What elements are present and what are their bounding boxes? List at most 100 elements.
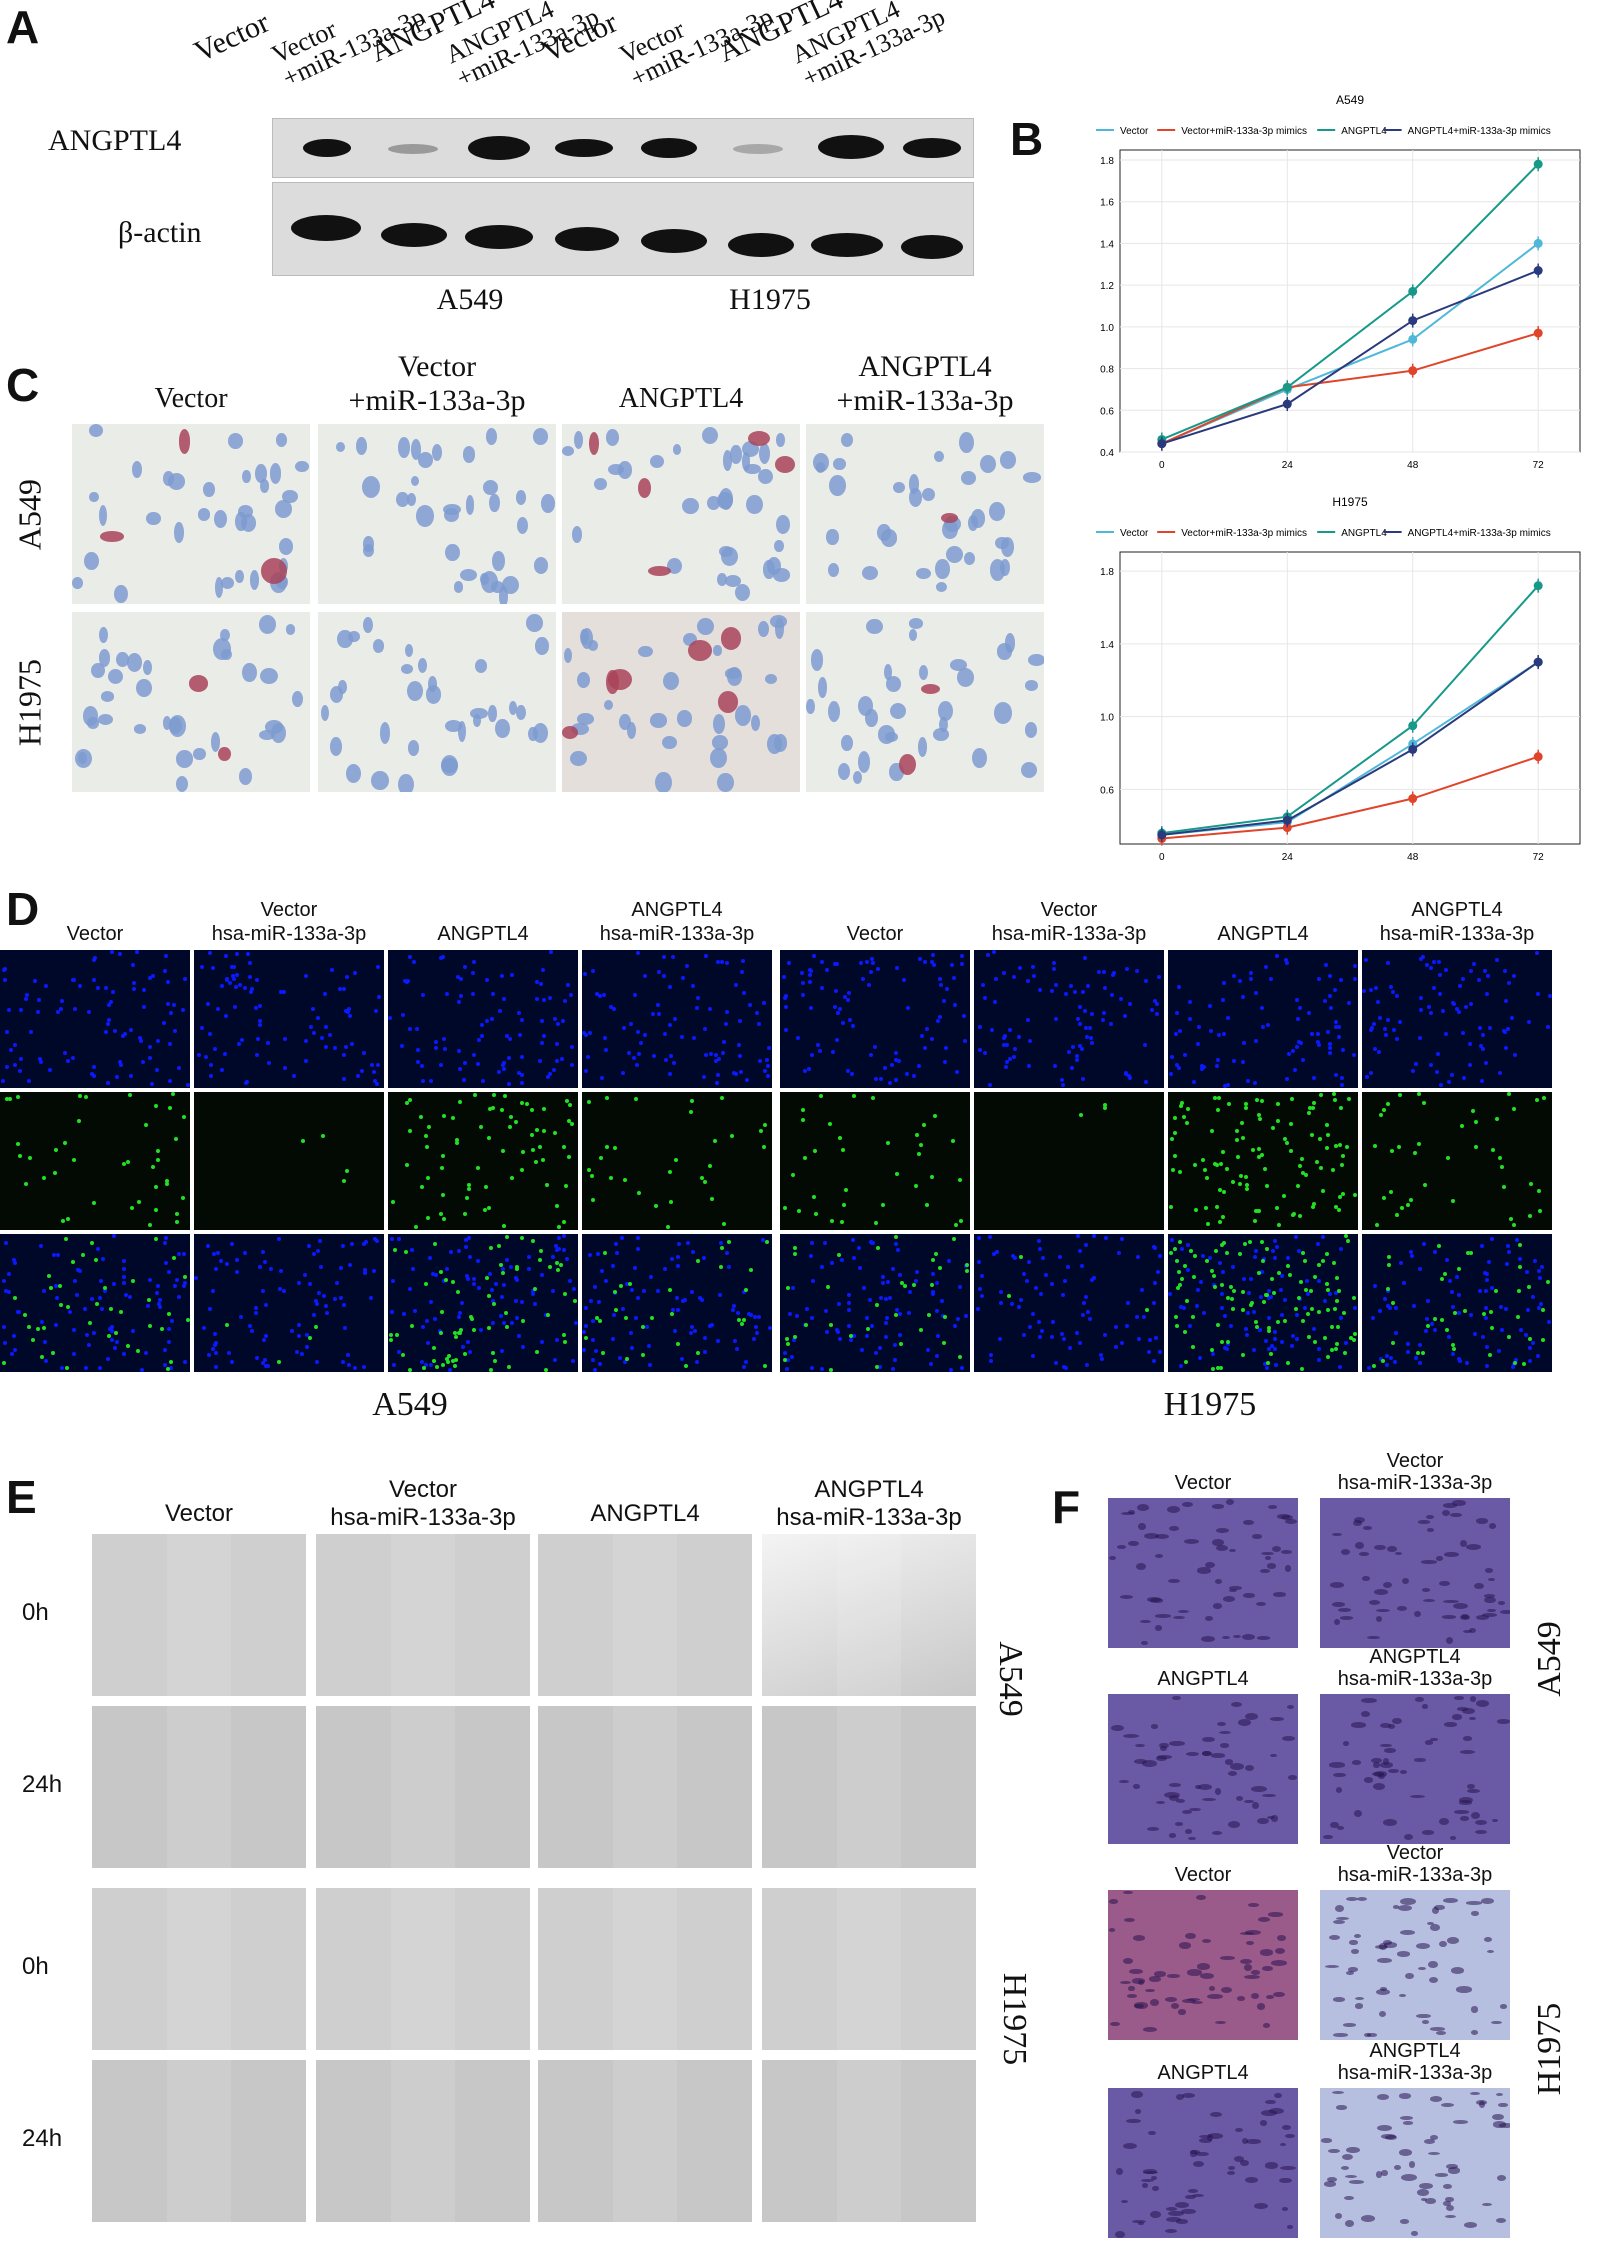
nucleus: [181, 1284, 186, 1289]
nucleus: [1177, 1029, 1182, 1033]
nucleus: [169, 1366, 174, 1371]
nucleus: [950, 963, 955, 968]
nucleus: [1085, 1362, 1090, 1367]
edu-positive-nucleus: [485, 1275, 490, 1280]
migrated-cell: [1164, 2229, 1177, 2234]
migrated-cell: [1342, 2022, 1357, 2027]
migrated-cell: [1320, 2138, 1332, 2143]
nucleus: [835, 1038, 840, 1043]
nucleus: [1010, 1301, 1015, 1306]
wound-image: [538, 1706, 752, 1868]
fluorescence-image: [1362, 1234, 1552, 1372]
nucleus: [953, 1323, 958, 1328]
edu-positive-nucleus: [314, 1324, 319, 1329]
nucleus: [907, 1290, 912, 1295]
edu-positive-nucleus: [125, 1343, 130, 1348]
nucleus: [591, 1357, 596, 1362]
nucleus: [864, 1333, 869, 1338]
nucleus: [547, 995, 552, 1000]
nucleus: [1472, 962, 1477, 967]
migrated-cell: [1330, 1821, 1340, 1829]
edu-positive-nucleus: [1540, 1338, 1545, 1343]
nucleus: [1480, 1079, 1485, 1084]
edu-positive-nucleus: [1210, 1128, 1215, 1133]
edu-positive-nucleus: [1282, 1137, 1287, 1142]
nucleus: [499, 973, 504, 978]
nucleus: [1333, 1019, 1338, 1024]
nucleus: [185, 1083, 190, 1088]
stained-cell: [100, 691, 114, 702]
wound-image: [316, 1534, 530, 1696]
edu-positive-nucleus: [503, 1310, 508, 1315]
nucleus: [1136, 1254, 1141, 1259]
wound-row-label: 24h: [22, 2125, 63, 2152]
wound-row-label: 0h: [22, 1953, 49, 1980]
nucleus: [1429, 1063, 1434, 1068]
nucleus: [163, 1240, 168, 1245]
migrated-cell: [1178, 1610, 1189, 1614]
migrated-cell: [1133, 2002, 1148, 2009]
nucleus: [318, 1238, 323, 1243]
nucleus: [147, 1056, 152, 1061]
edu-positive-nucleus: [1541, 1096, 1546, 1101]
nucleus: [128, 1073, 133, 1078]
nucleus: [87, 1343, 92, 1348]
nucleus: [239, 1315, 244, 1320]
nucleus: [627, 1051, 632, 1056]
edu-column-label: ANGPTL4 hsa-miR-133a-3p: [1379, 899, 1535, 945]
edu-positive-nucleus: [917, 1151, 922, 1156]
nucleus: [588, 1031, 592, 1036]
edu-positive-nucleus: [562, 1340, 567, 1345]
nucleus: [350, 1041, 355, 1046]
edu-column-label: Vector hsa-miR-133a-3p: [991, 899, 1147, 945]
edu-positive-nucleus: [942, 1340, 947, 1345]
migrated-cell: [1444, 2196, 1454, 2203]
nucleus: [975, 1306, 980, 1311]
migrated-cell: [1361, 1711, 1371, 1718]
migrated-cell: [1155, 1534, 1170, 1540]
stained-cell: [580, 628, 594, 650]
stained-cell: [362, 475, 381, 498]
stained-cell: [763, 560, 775, 579]
edu-positive-nucleus: [24, 1182, 29, 1187]
nucleus: [2, 1278, 7, 1283]
edu-positive-nucleus: [674, 1158, 679, 1163]
edu-positive-nucleus: [1300, 1366, 1305, 1371]
nucleus: [1059, 1332, 1064, 1337]
nucleus: [455, 974, 460, 979]
edu-positive-nucleus: [1221, 1149, 1226, 1154]
nucleus: [1008, 1057, 1013, 1062]
migrated-cell: [1410, 1795, 1425, 1799]
migrated-cell: [1475, 1615, 1490, 1621]
migrated-cell: [1469, 2091, 1481, 2096]
nucleus: [17, 1069, 22, 1073]
nucleus: [138, 1036, 143, 1041]
nucleus: [783, 994, 788, 998]
migrated-cell: [1329, 1934, 1341, 1941]
nucleus: [1249, 977, 1253, 982]
edu-positive-nucleus: [1222, 1240, 1227, 1245]
fluorescence-image: [780, 1092, 970, 1230]
nucleus: [78, 983, 83, 988]
nucleus: [1273, 1239, 1278, 1244]
invaded-cell: [608, 668, 633, 690]
nucleus: [1455, 1275, 1460, 1280]
nucleus: [595, 991, 600, 996]
migrated-cell: [1148, 2130, 1156, 2135]
edu-positive-nucleus: [749, 1268, 754, 1273]
nucleus: [508, 1037, 513, 1042]
migrated-cell: [1392, 1718, 1402, 1725]
edu-positive-nucleus: [696, 1258, 701, 1263]
nucleus: [397, 1236, 402, 1241]
nucleus: [297, 1323, 302, 1328]
migrated-cell: [1240, 1958, 1252, 1964]
nucleus: [89, 1297, 94, 1302]
stained-cell: [935, 558, 950, 579]
nucleus: [540, 967, 545, 972]
migrated-cell: [1383, 1942, 1397, 1948]
edu-positive-nucleus: [539, 1249, 544, 1254]
nucleus: [868, 970, 873, 975]
nucleus: [248, 960, 253, 965]
migrated-cell: [1224, 1759, 1233, 1765]
stained-cell: [271, 723, 287, 744]
